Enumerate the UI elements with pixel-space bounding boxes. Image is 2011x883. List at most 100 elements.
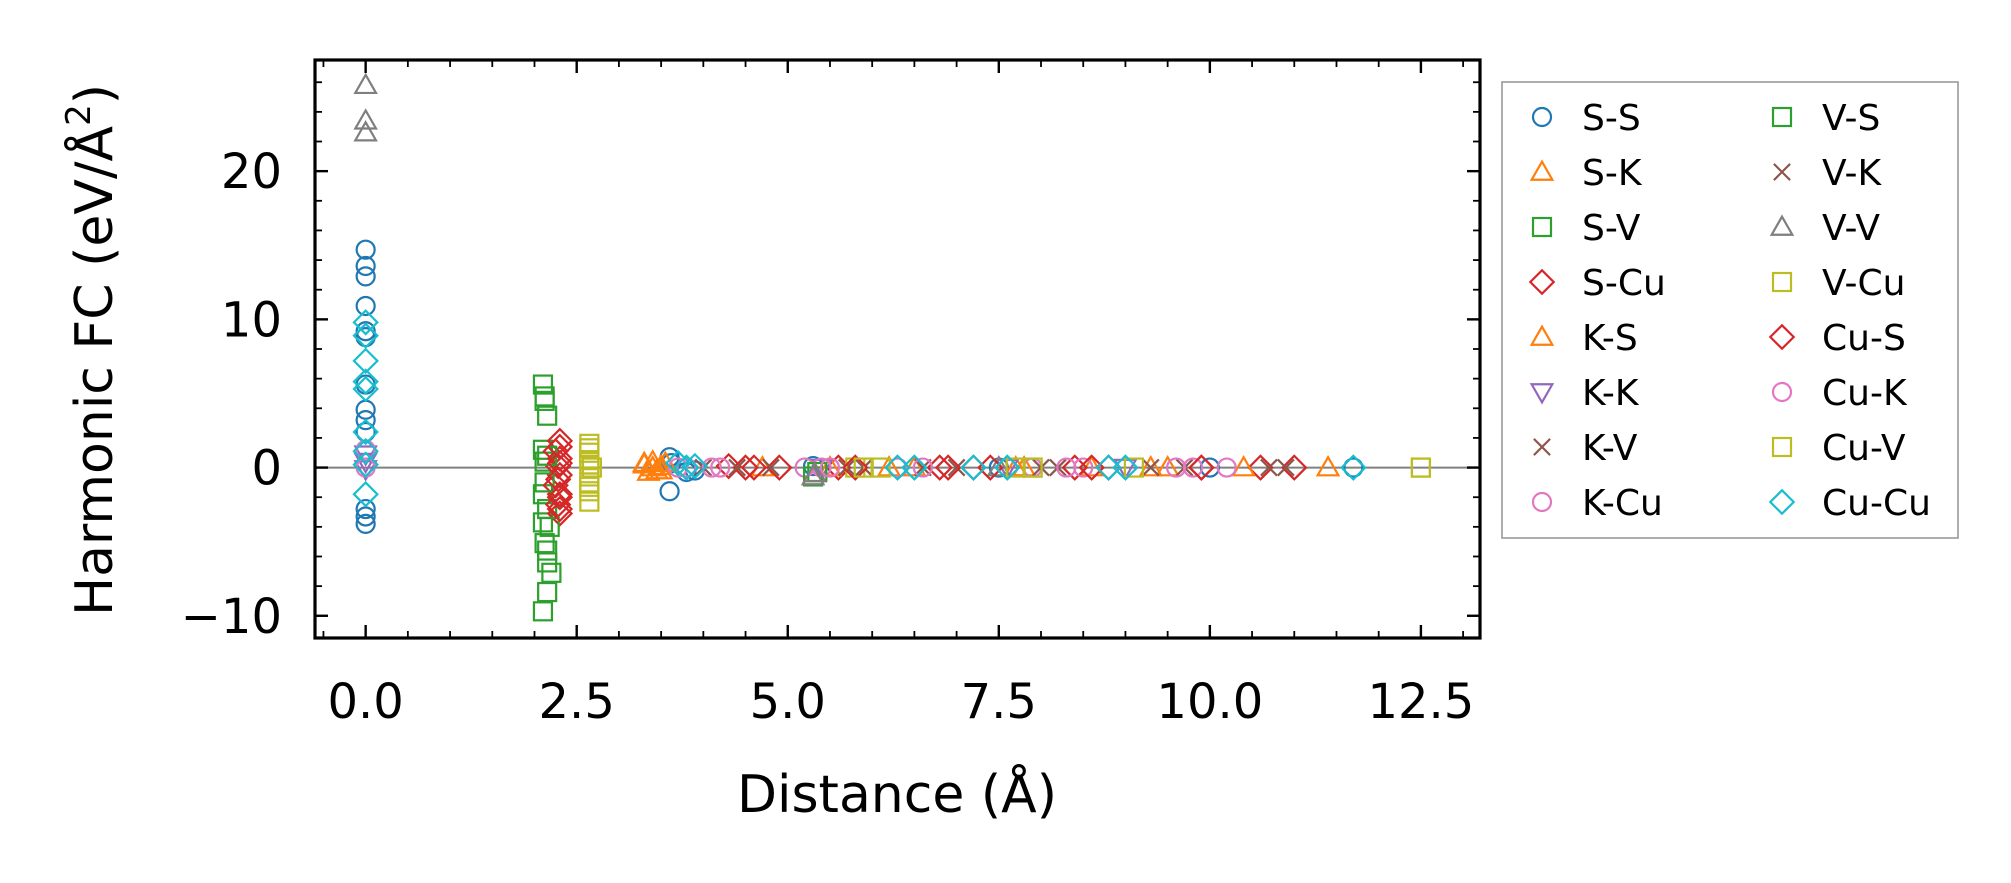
point-cu-cu	[352, 375, 379, 403]
axis-ticks	[315, 60, 1480, 638]
legend-label: Cu-V	[1822, 428, 1906, 469]
point-v-cu	[870, 457, 891, 478]
point-k-cu	[1216, 457, 1237, 478]
legend-item-cu-s: Cu-S	[1768, 318, 1906, 359]
point-s-s	[355, 410, 376, 431]
legend-label: S-Cu	[1582, 263, 1666, 304]
legend-label: V-K	[1822, 153, 1883, 194]
point-cu-k	[667, 457, 689, 478]
point-s-s	[355, 399, 376, 420]
point-cu-s	[1188, 454, 1215, 481]
point-s-cu	[732, 454, 759, 481]
point-cu-cu	[352, 438, 379, 465]
point-cu-cu	[352, 347, 379, 375]
legend-label: S-S	[1582, 98, 1641, 139]
point-s-s	[1343, 457, 1364, 478]
y-tick-label: 10	[221, 292, 282, 348]
point-v-v	[353, 108, 378, 130]
point-k-s	[817, 454, 843, 477]
y-axis-label: Harmonic FC (eV/Å2)	[59, 84, 125, 616]
legend-marker-s-v	[1531, 216, 1553, 238]
point-cu-cu	[352, 309, 379, 336]
legend-item-cu-v: Cu-V	[1771, 428, 1906, 469]
point-k-v	[913, 458, 932, 477]
legend-label: Cu-K	[1822, 373, 1908, 414]
series-cu-k	[667, 457, 1187, 478]
point-s-s	[355, 239, 376, 260]
legend-item-cu-k: Cu-K	[1771, 373, 1908, 414]
legend-item-k-s: K-S	[1529, 318, 1638, 359]
legend-marker-s-k	[1529, 159, 1555, 181]
legend-item-k-cu: K-Cu	[1531, 483, 1663, 524]
legend: S-S S-K S-V S-Cu K-S K-K K-V K-Cu V-S V-K V-V V-Cu C…	[1501, 81, 1959, 539]
legend-item-s-v: S-V	[1531, 208, 1641, 249]
point-v-cu	[579, 491, 600, 512]
point-cu-cu	[960, 454, 987, 481]
point-v-v	[353, 120, 378, 142]
point-cu-cu	[352, 322, 379, 349]
series-cu-cu	[352, 309, 1367, 508]
point-v-s	[537, 552, 558, 573]
legend-marker-k-v	[1533, 438, 1551, 456]
point-s-v	[534, 533, 555, 554]
point-v-k	[728, 458, 746, 477]
point-v-cu	[1123, 457, 1144, 478]
legend-marker-v-v	[1769, 214, 1795, 236]
legend-item-s-cu: S-Cu	[1528, 263, 1666, 304]
point-cu-s	[546, 483, 574, 511]
point-cu-v	[579, 438, 600, 459]
point-v-cu	[1005, 457, 1026, 478]
legend-label: K-K	[1582, 373, 1640, 414]
point-s-cu	[715, 452, 742, 480]
point-s-cu	[546, 500, 574, 527]
legend-marker-s-cu	[1528, 268, 1556, 296]
point-cu-cu	[664, 449, 692, 477]
point-cu-cu	[1112, 454, 1139, 481]
point-cu-v	[853, 457, 874, 478]
point-cu-cu	[352, 368, 379, 395]
point-cu-v	[1410, 457, 1432, 478]
point-cu-s	[934, 454, 962, 481]
point-k-cu	[1182, 457, 1204, 478]
legend-item-k-v: K-V	[1533, 428, 1638, 469]
point-cu-s	[546, 495, 574, 523]
series-k-s	[631, 450, 1256, 480]
legend-marker-v-cu	[1771, 271, 1793, 293]
legend-frame	[1501, 81, 1959, 539]
legend-marker-s-s	[1531, 106, 1553, 128]
legend-item-s-s: S-S	[1531, 98, 1641, 139]
point-v-v	[986, 454, 1012, 477]
point-s-cu	[1281, 454, 1308, 481]
point-k-k	[353, 445, 378, 467]
point-s-k	[1155, 454, 1180, 477]
point-k-cu	[701, 457, 722, 478]
point-s-s	[355, 498, 376, 520]
point-s-s	[355, 321, 376, 342]
point-s-v	[541, 562, 562, 583]
legend-label: S-V	[1582, 208, 1641, 249]
legend-label: V-Cu	[1822, 263, 1905, 304]
legend-label: V-V	[1822, 208, 1880, 249]
point-v-s	[534, 386, 555, 407]
point-cu-s	[544, 466, 572, 493]
point-cu-cu	[673, 454, 700, 481]
point-s-v	[532, 601, 554, 622]
point-v-v	[353, 72, 378, 95]
point-cu-cu	[681, 452, 709, 480]
legend-label: V-S	[1822, 98, 1880, 139]
series-s-v	[532, 374, 562, 622]
point-cu-k	[1056, 457, 1077, 478]
legend-label: Cu-Cu	[1822, 483, 1931, 524]
point-cu-cu	[352, 451, 379, 478]
point-cu-k	[710, 457, 731, 478]
point-s-s	[1199, 457, 1220, 478]
point-cu-v	[579, 481, 600, 502]
x-tick-label: 12.5	[1367, 674, 1474, 730]
y-tick-label: 20	[221, 144, 282, 200]
point-k-s	[1138, 454, 1164, 477]
point-s-v	[532, 512, 554, 533]
point-v-s	[539, 516, 560, 537]
legend-item-cu-cu: Cu-Cu	[1768, 483, 1931, 524]
point-cu-cu	[352, 480, 379, 508]
